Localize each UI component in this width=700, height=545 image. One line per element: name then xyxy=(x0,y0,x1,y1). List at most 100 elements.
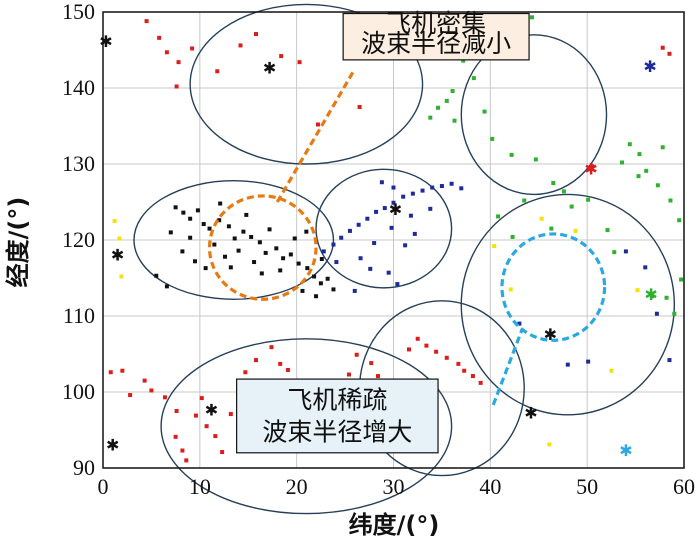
data-point xyxy=(285,367,290,372)
annotation-box xyxy=(236,378,439,454)
beam-center-star: ✱ xyxy=(619,441,632,460)
data-point xyxy=(117,236,122,241)
y-tick-label: 130 xyxy=(62,151,95,176)
data-point xyxy=(461,58,466,63)
data-point xyxy=(605,228,610,233)
data-point xyxy=(278,361,283,366)
data-point xyxy=(430,185,435,190)
data-point xyxy=(174,409,179,413)
data-point xyxy=(590,164,595,169)
data-point xyxy=(236,248,241,253)
beam-circle xyxy=(189,3,424,165)
data-point xyxy=(471,76,476,81)
data-point xyxy=(439,184,444,189)
data-point xyxy=(142,378,147,383)
beam-circle xyxy=(315,168,453,289)
data-point xyxy=(586,359,591,364)
data-point xyxy=(482,109,487,114)
data-point xyxy=(217,218,222,223)
data-point xyxy=(325,276,330,281)
beam-center-star: ✱ xyxy=(205,400,218,419)
y-tick-label: 110 xyxy=(63,303,95,328)
data-point xyxy=(620,160,625,165)
data-point xyxy=(180,448,185,453)
data-point xyxy=(352,288,357,293)
data-point xyxy=(462,368,467,373)
data-point xyxy=(356,222,361,227)
data-point xyxy=(321,249,326,254)
data-point xyxy=(319,257,324,261)
data-point xyxy=(292,236,297,241)
beam-center-star: ✱ xyxy=(644,285,657,304)
data-point xyxy=(450,89,455,94)
data-point xyxy=(119,274,124,279)
data-point xyxy=(149,388,154,393)
data-point xyxy=(636,174,641,179)
data-point xyxy=(374,209,379,214)
data-point xyxy=(154,273,159,278)
data-point xyxy=(215,69,220,74)
data-point xyxy=(188,235,193,240)
data-point xyxy=(192,259,197,264)
data-point xyxy=(376,374,381,379)
data-point xyxy=(259,271,264,276)
data-point xyxy=(643,265,648,270)
data-point xyxy=(644,168,649,173)
beam-center-star: ✱ xyxy=(263,58,276,77)
highlight-circle xyxy=(500,232,607,342)
data-point xyxy=(478,380,483,385)
x-tick-label: 50 xyxy=(576,474,598,499)
data-point xyxy=(517,321,522,326)
data-point xyxy=(315,122,320,127)
data-point xyxy=(120,368,125,373)
data-point xyxy=(164,284,169,289)
data-point xyxy=(452,118,457,123)
data-point xyxy=(406,347,411,352)
data-point xyxy=(539,216,544,221)
data-point xyxy=(428,115,433,120)
data-point xyxy=(278,268,283,273)
plot-frame xyxy=(102,11,685,469)
data-point xyxy=(357,105,362,109)
beam-center-star: ✱ xyxy=(111,245,124,264)
data-point xyxy=(241,229,246,234)
data-point xyxy=(207,226,212,231)
data-point xyxy=(228,412,233,417)
beam-center-star: ✱ xyxy=(99,32,112,51)
data-point xyxy=(444,98,449,103)
data-point xyxy=(496,214,501,219)
x-tick-label: 10 xyxy=(189,474,211,499)
data-point xyxy=(635,288,640,293)
y-tick-label: 120 xyxy=(62,227,95,252)
data-point xyxy=(112,219,117,223)
data-point xyxy=(679,277,684,282)
data-point xyxy=(257,240,262,245)
data-point xyxy=(204,424,209,429)
data-point xyxy=(459,186,464,191)
data-point xyxy=(312,274,317,279)
annotation-leader xyxy=(275,68,357,203)
data-point xyxy=(492,244,497,249)
data-point xyxy=(279,54,284,59)
data-point xyxy=(549,226,554,231)
data-point xyxy=(672,311,677,316)
data-point xyxy=(391,200,396,205)
data-point xyxy=(334,260,339,265)
data-point xyxy=(365,216,370,221)
data-point xyxy=(188,216,193,221)
x-axis-label: 纬度/(°) xyxy=(349,511,440,539)
data-point xyxy=(436,105,441,110)
data-point xyxy=(331,287,336,292)
y-axis-label: 经度/(°) xyxy=(4,197,32,288)
data-point xyxy=(664,295,669,300)
data-point xyxy=(267,227,272,232)
annotation-text: 波束半径减小 xyxy=(361,29,511,58)
data-point xyxy=(168,230,173,235)
beam-circle xyxy=(460,34,608,196)
beam-center-star: ✱ xyxy=(524,404,537,423)
data-point xyxy=(637,152,642,157)
data-point xyxy=(193,413,198,418)
data-point xyxy=(379,180,384,185)
data-point xyxy=(173,434,178,439)
beam-center-star: ✱ xyxy=(584,160,597,179)
